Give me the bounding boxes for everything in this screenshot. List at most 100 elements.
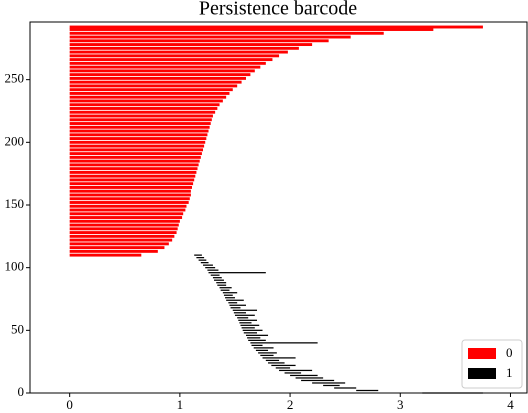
bar	[69, 31, 384, 35]
bar	[69, 110, 216, 114]
bar	[323, 384, 340, 387]
bar	[226, 299, 244, 301]
bar	[251, 344, 263, 346]
bar	[69, 242, 169, 246]
bar	[284, 372, 302, 374]
bar	[295, 377, 324, 379]
bar	[216, 282, 227, 284]
bar	[69, 99, 223, 103]
bar	[69, 61, 266, 65]
bar	[69, 103, 220, 107]
bar	[205, 267, 216, 269]
bar	[198, 259, 207, 261]
legend-label: 0	[506, 345, 513, 360]
bar	[240, 324, 260, 326]
bar	[301, 379, 335, 382]
x-tick-label: 3	[397, 397, 404, 412]
bar	[207, 269, 219, 271]
legend-box	[461, 339, 523, 389]
bar	[69, 238, 173, 242]
bar	[69, 50, 288, 54]
y-tick-label: 150	[5, 196, 25, 211]
x-tick-label: 0	[66, 397, 73, 412]
bar	[69, 129, 209, 133]
bar	[69, 167, 198, 171]
bar	[69, 163, 199, 167]
bar	[69, 152, 202, 156]
bar	[243, 332, 258, 334]
bar	[194, 254, 202, 256]
bar	[69, 80, 242, 84]
bar	[200, 262, 209, 264]
bar	[69, 208, 186, 212]
bar	[69, 193, 191, 197]
bar	[230, 307, 241, 309]
bar	[69, 144, 205, 148]
x-tick-label: 4	[507, 397, 514, 412]
plot-frame	[29, 21, 528, 394]
bar	[232, 309, 258, 311]
bar	[217, 284, 227, 286]
bar	[69, 223, 179, 227]
bar	[290, 374, 318, 377]
bar	[268, 362, 285, 364]
bar	[208, 272, 266, 274]
chart-title: Persistence barcode	[199, 0, 357, 20]
bar	[69, 69, 255, 73]
bar	[69, 159, 200, 163]
bar	[69, 125, 210, 129]
bar	[69, 92, 230, 95]
bar	[245, 334, 269, 336]
bar	[219, 287, 232, 289]
bar	[69, 54, 280, 58]
bar	[69, 35, 351, 39]
bar	[214, 279, 224, 281]
bar	[225, 297, 235, 299]
bar	[334, 387, 357, 389]
bar	[69, 249, 158, 253]
bar	[265, 359, 280, 362]
bar	[255, 349, 269, 352]
bar	[279, 369, 313, 372]
bar	[69, 246, 165, 250]
bar	[69, 25, 483, 29]
bar	[69, 216, 183, 219]
bar	[69, 155, 201, 159]
bar	[69, 137, 207, 141]
bar	[312, 382, 346, 384]
bar	[212, 277, 222, 279]
bar	[69, 219, 180, 223]
bar	[69, 46, 299, 50]
bar	[262, 357, 296, 359]
bar	[69, 28, 434, 31]
bar	[69, 76, 246, 80]
bar	[69, 73, 251, 77]
bar	[69, 84, 238, 88]
bar	[69, 88, 233, 92]
bar	[69, 65, 261, 69]
bar	[234, 314, 255, 316]
y-tick-label: 200	[5, 133, 25, 148]
bar	[69, 253, 142, 257]
bar	[210, 274, 220, 276]
x-tick-label: 1	[177, 397, 184, 412]
bar	[69, 95, 227, 99]
bar	[241, 327, 255, 329]
bar	[260, 354, 274, 357]
bar	[196, 257, 205, 259]
x-tick-label: 2	[287, 397, 294, 412]
bar	[69, 231, 177, 235]
y-tick-label: 0	[18, 384, 25, 399]
bar	[222, 292, 238, 294]
bar	[242, 329, 263, 331]
bar	[69, 148, 204, 152]
bar	[69, 182, 194, 186]
legend-swatch	[468, 348, 496, 359]
y-tick-label: 100	[5, 259, 25, 274]
bar	[69, 201, 189, 204]
bar	[203, 264, 213, 266]
legend-swatch	[468, 368, 496, 379]
bar	[233, 312, 246, 314]
bar	[247, 337, 261, 339]
bar	[239, 322, 252, 324]
